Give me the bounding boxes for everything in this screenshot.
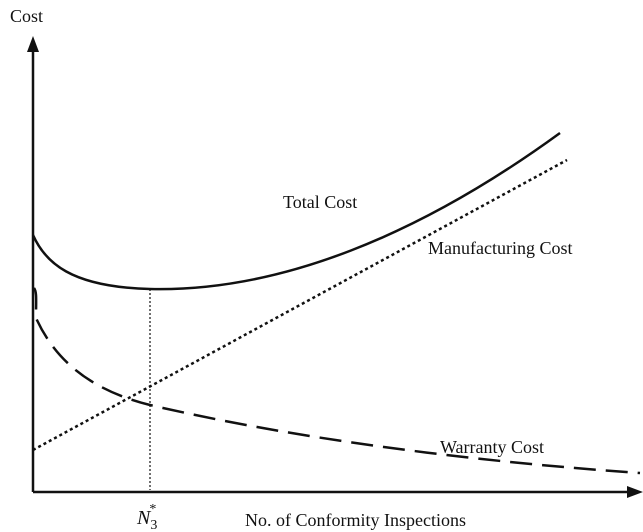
y-axis-arrow [27,36,39,52]
x-axis-label: No. of Conformity Inspections [245,510,466,530]
x-axis-arrow [627,486,643,498]
warranty-cost-label: Warranty Cost [440,437,544,457]
optimum-label: N3* [136,502,157,532]
warranty-cost-curve [32,287,641,475]
optimum-superscript: * [149,502,156,517]
total-cost-label: Total Cost [283,192,357,212]
manufacturing-cost-label: Manufacturing Cost [428,238,572,258]
y-axis-label: Cost [10,6,43,26]
optimum-subscript: 3 [150,518,157,532]
optimum-base: N [136,507,152,529]
manufacturing-cost-line [32,158,568,452]
total-cost-curve [31,131,561,291]
